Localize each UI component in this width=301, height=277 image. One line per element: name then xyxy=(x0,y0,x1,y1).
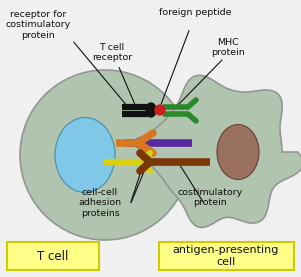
Polygon shape xyxy=(142,75,301,227)
Text: T cell: T cell xyxy=(37,250,69,263)
FancyBboxPatch shape xyxy=(7,242,99,270)
Text: antigen-presenting
cell: antigen-presenting cell xyxy=(173,245,279,267)
Circle shape xyxy=(20,70,190,240)
Text: receptor for
costimulatory
protein: receptor for costimulatory protein xyxy=(5,10,71,40)
Ellipse shape xyxy=(146,103,156,117)
Text: T cell
receptor: T cell receptor xyxy=(92,43,132,62)
Text: cell-cell
adhesion
proteins: cell-cell adhesion proteins xyxy=(79,188,122,218)
Circle shape xyxy=(155,105,165,115)
Text: costimulatory
protein: costimulatory protein xyxy=(177,188,243,207)
Text: foreign peptide: foreign peptide xyxy=(159,8,231,17)
Text: MHC
protein: MHC protein xyxy=(211,38,245,57)
Ellipse shape xyxy=(217,124,259,179)
FancyBboxPatch shape xyxy=(159,242,294,270)
Ellipse shape xyxy=(55,117,115,193)
